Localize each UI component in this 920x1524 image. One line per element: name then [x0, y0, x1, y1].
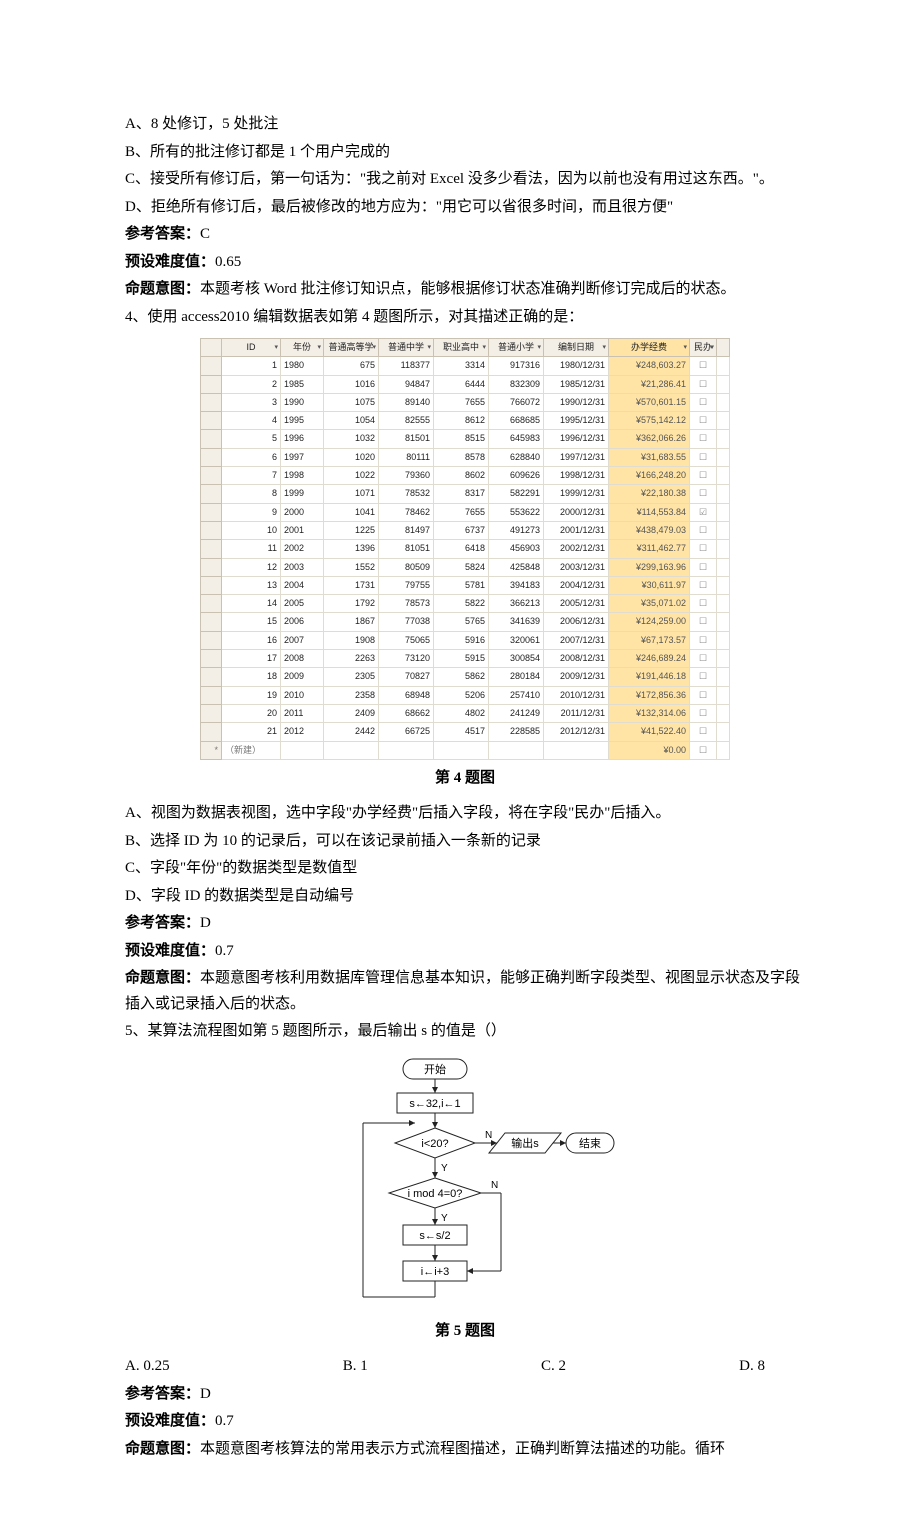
svg-text:i mod 4=0?: i mod 4=0? — [408, 1188, 463, 1200]
q5-options-row: A. 0.25 B. 1 C. 2 D. 8 — [125, 1354, 805, 1380]
table-row: 11200213968105164184569032002/12/31¥311,… — [201, 540, 730, 558]
table-row: 2198510169484764448323091985/12/31¥21,28… — [201, 375, 730, 393]
q5-option-a: A. 0.25 — [125, 1354, 170, 1380]
intent-label: 命题意图： — [125, 1441, 200, 1457]
svg-text:N: N — [491, 1180, 498, 1191]
svg-text:Y: Y — [441, 1163, 448, 1174]
q5-intent-line: 命题意图：本题意图考核算法的常用表示方式流程图描述，正确判断算法描述的功能。循环 — [125, 1437, 805, 1463]
q4-option-a: A、视图为数据表视图，选中字段"办学经费"后插入字段，将在字段"民办"后插入。 — [125, 801, 805, 827]
q4-option-b: B、选择 ID 为 10 的记录后，可以在该记录前插入一条新的记录 — [125, 829, 805, 855]
q4-caption: 第 4 题图 — [125, 766, 805, 792]
q4-intent-line: 命题意图：本题意图考核利用数据库管理信息基本知识，能够正确判断字段类型、视图显示… — [125, 966, 805, 1017]
option-b: B、所有的批注修订都是 1 个用户完成的 — [125, 140, 805, 166]
difficulty-label: 预设难度值： — [125, 943, 215, 959]
q5-answer-line: 参考答案：D — [125, 1382, 805, 1408]
q4-access-table: ID▾年份▾普通高等学▾普通中学▾职业高中▾普通小学▾编制日期▾办学经费▾民办▾… — [200, 338, 730, 760]
table-row: 10200112258149767374912732001/12/31¥438,… — [201, 521, 730, 539]
table-row: 5199610328150185156459831996/12/31¥362,0… — [201, 430, 730, 448]
difficulty-line: 预设难度值：0.65 — [125, 250, 805, 276]
table-row: 8199910717853283175822911999/12/31¥22,18… — [201, 485, 730, 503]
table-row: 9200010417846276555536222000/12/31¥114,5… — [201, 503, 730, 521]
answer-value: D — [200, 1386, 211, 1402]
table-row: 7199810227936086026096261998/12/31¥166,2… — [201, 467, 730, 485]
table-row: 18200923057082758622801842009/12/31¥191,… — [201, 668, 730, 686]
q5-option-b: B. 1 — [343, 1354, 368, 1380]
table-row: 17200822637312059153008542008/12/31¥246,… — [201, 650, 730, 668]
q4-answer-line: 参考答案：D — [125, 911, 805, 937]
answer-value: C — [200, 226, 210, 242]
answer-line: 参考答案：C — [125, 222, 805, 248]
q4-option-c: C、字段"年份"的数据类型是数值型 — [125, 856, 805, 882]
intent-value: 本题考核 Word 批注修订知识点，能够根据修订状态准确判断修订完成后的状态。 — [200, 281, 735, 297]
q4-table-wrap: ID▾年份▾普通高等学▾普通中学▾职业高中▾普通小学▾编制日期▾办学经费▾民办▾… — [125, 338, 805, 760]
option-a: A、8 处修订，5 处批注 — [125, 112, 805, 138]
option-c: C、接受所有修订后，第一句话为："我之前对 Excel 没多少看法，因为以前也没… — [125, 167, 805, 193]
intent-label: 命题意图： — [125, 970, 200, 986]
q4-difficulty-line: 预设难度值：0.7 — [125, 939, 805, 965]
intent-label: 命题意图： — [125, 281, 200, 297]
table-row: 13200417317975557813941832004/12/31¥30,6… — [201, 576, 730, 594]
svg-text:s←32,i←1: s←32,i←1 — [409, 1098, 460, 1110]
table-new-row: *（新建）¥0.00☐ — [201, 741, 730, 759]
difficulty-value: 0.65 — [215, 254, 241, 270]
answer-label: 参考答案： — [125, 1386, 200, 1402]
difficulty-value: 0.7 — [215, 943, 234, 959]
q5-stem: 5、某算法流程图如第 5 题图所示，最后输出 s 的值是（） — [125, 1019, 805, 1045]
svg-text:输出s: 输出s — [511, 1136, 539, 1150]
answer-value: D — [200, 915, 211, 931]
intent-line: 命题意图：本题考核 Word 批注修订知识点，能够根据修订状态准确判断修订完成后… — [125, 277, 805, 303]
q5-flowchart: 开始 s←32,i←1 i<20? 输出s 结束 i mod 4=0? s←s/2 i←i+3… — [315, 1053, 615, 1313]
q5-option-d: D. 8 — [739, 1354, 765, 1380]
q4-option-d: D、字段 ID 的数据类型是自动编号 — [125, 884, 805, 910]
table-row: 4199510548255586126686851995/12/31¥575,1… — [201, 412, 730, 430]
table-row: 6199710208011185786288401997/12/31¥31,68… — [201, 448, 730, 466]
svg-text:开始: 开始 — [424, 1062, 446, 1076]
table-row: 1198067511837733149173161980/12/31¥248,6… — [201, 357, 730, 375]
svg-text:i<20?: i<20? — [421, 1138, 448, 1150]
intent-value: 本题意图考核利用数据库管理信息基本知识，能够正确判断字段类型、视图显示状态及字段… — [125, 970, 800, 1012]
page: A、8 处修订，5 处批注 B、所有的批注修订都是 1 个用户完成的 C、接受所… — [0, 0, 920, 1524]
svg-text:N: N — [485, 1130, 492, 1141]
q4-stem: 4、使用 access2010 编辑数据表如第 4 题图所示，对其描述正确的是： — [125, 305, 805, 331]
table-row: 14200517927857358223662132005/12/31¥35,0… — [201, 595, 730, 613]
svg-text:Y: Y — [441, 1213, 448, 1224]
table-row: 12200315528050958244258482003/12/31¥299,… — [201, 558, 730, 576]
svg-text:s←s/2: s←s/2 — [419, 1230, 450, 1242]
q5-flowchart-wrap: 开始 s←32,i←1 i<20? 输出s 结束 i mod 4=0? s←s/2 i←i+3… — [125, 1053, 805, 1313]
q5-caption: 第 5 题图 — [125, 1319, 805, 1345]
intent-value: 本题意图考核算法的常用表示方式流程图描述，正确判断算法描述的功能。循环 — [200, 1441, 725, 1457]
table-row: 15200618677703857653416392006/12/31¥124,… — [201, 613, 730, 631]
difficulty-label: 预设难度值： — [125, 1413, 215, 1429]
difficulty-value: 0.7 — [215, 1413, 234, 1429]
table-row: 19201023586894852062574102010/12/31¥172,… — [201, 686, 730, 704]
option-d: D、拒绝所有修订后，最后被修改的地方应为："用它可以省很多时间，而且很方便" — [125, 195, 805, 221]
svg-text:结束: 结束 — [579, 1137, 601, 1150]
table-row: 20201124096866248022412492011/12/31¥132,… — [201, 704, 730, 722]
table-row: 16200719087506559163200612007/12/31¥67,1… — [201, 631, 730, 649]
q5-difficulty-line: 预设难度值：0.7 — [125, 1409, 805, 1435]
svg-text:i←i+3: i←i+3 — [421, 1266, 449, 1278]
table-row: 21201224426672545172285852012/12/31¥41,5… — [201, 723, 730, 741]
answer-label: 参考答案： — [125, 226, 200, 242]
answer-label: 参考答案： — [125, 915, 200, 931]
q5-option-c: C. 2 — [541, 1354, 566, 1380]
table-row: 3199010758914076557660721990/12/31¥570,6… — [201, 393, 730, 411]
difficulty-label: 预设难度值： — [125, 254, 215, 270]
